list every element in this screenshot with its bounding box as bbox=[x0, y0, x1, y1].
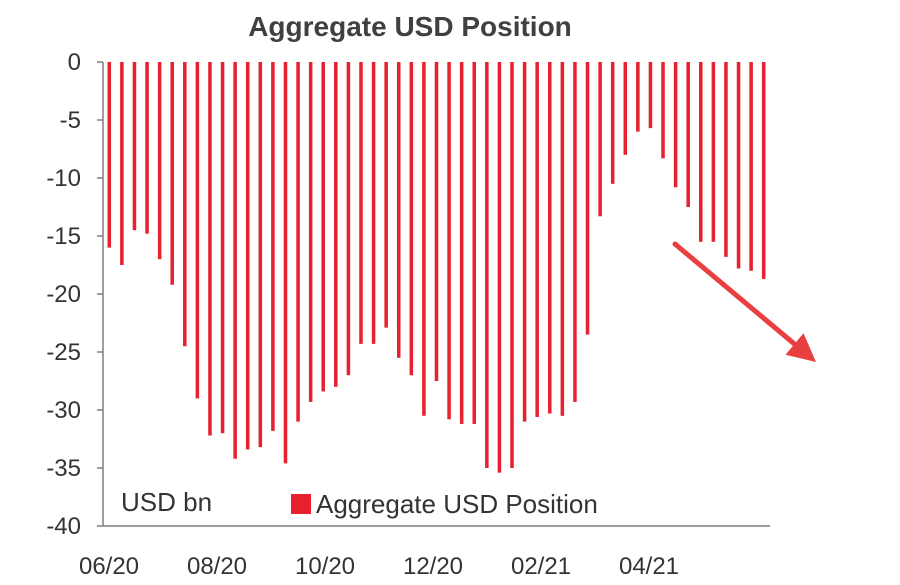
bar bbox=[459, 62, 464, 424]
bar bbox=[258, 62, 263, 448]
bar bbox=[396, 62, 401, 358]
bar bbox=[434, 62, 439, 381]
bar bbox=[296, 62, 300, 422]
x-tick-label: 10/20 bbox=[295, 553, 355, 580]
bar bbox=[195, 62, 200, 399]
bar bbox=[120, 62, 124, 265]
bar bbox=[623, 62, 628, 155]
bar bbox=[447, 62, 451, 420]
bar bbox=[522, 62, 527, 422]
x-tick-label: 04/21 bbox=[619, 553, 679, 580]
bar bbox=[132, 62, 137, 231]
bar bbox=[233, 62, 237, 459]
y-tick-label: -35 bbox=[46, 455, 81, 482]
axes-layer bbox=[97, 61, 770, 527]
bar bbox=[673, 62, 678, 188]
bar bbox=[472, 62, 477, 424]
x-tick-label: 06/20 bbox=[79, 553, 139, 580]
bar bbox=[585, 62, 590, 335]
bar bbox=[497, 62, 502, 473]
bar bbox=[157, 62, 162, 260]
bar bbox=[485, 62, 489, 468]
bar bbox=[409, 62, 414, 376]
bar bbox=[535, 62, 539, 417]
trend-arrow-head bbox=[785, 333, 816, 362]
bar bbox=[170, 62, 174, 285]
legend-swatch bbox=[291, 494, 311, 514]
bar bbox=[573, 62, 577, 402]
bar bbox=[283, 62, 288, 464]
bar bbox=[610, 62, 615, 184]
unit-label: USD bn bbox=[121, 487, 212, 517]
bar bbox=[371, 62, 376, 344]
bar bbox=[334, 62, 338, 387]
bar bbox=[699, 62, 703, 242]
bar bbox=[422, 62, 426, 416]
bar bbox=[560, 62, 565, 416]
bar bbox=[308, 62, 313, 402]
annotation-layer bbox=[672, 241, 816, 362]
legend-label: Aggregate USD Position bbox=[316, 489, 598, 519]
y-tick-label: -20 bbox=[46, 281, 81, 308]
y-tick-label: -40 bbox=[46, 513, 81, 540]
bar bbox=[271, 62, 275, 431]
bar bbox=[321, 62, 325, 392]
bar bbox=[145, 62, 149, 234]
x-tick-label: 12/20 bbox=[403, 553, 463, 580]
bars-layer bbox=[107, 62, 766, 473]
bar bbox=[220, 62, 225, 434]
y-tick-label: -30 bbox=[46, 397, 81, 424]
bar bbox=[510, 62, 514, 468]
bar bbox=[346, 62, 351, 376]
bar bbox=[107, 62, 112, 248]
bar bbox=[245, 62, 250, 450]
bar bbox=[359, 62, 363, 344]
chart-title: Aggregate USD Position bbox=[248, 11, 572, 42]
x-tick-label: 02/21 bbox=[511, 553, 571, 580]
bar bbox=[711, 62, 716, 242]
y-tick-label: -10 bbox=[46, 165, 81, 192]
bar bbox=[686, 62, 690, 207]
bar bbox=[183, 62, 187, 347]
bar bbox=[648, 62, 653, 129]
bar bbox=[724, 62, 728, 257]
labels-layer: 0 -5 -10 -15 -20 -25 -30 -35 -40 06/20 08/20 10/20 1… bbox=[46, 49, 679, 580]
bar bbox=[736, 62, 741, 269]
bar bbox=[749, 62, 753, 271]
trend-arrow-shaft bbox=[672, 241, 798, 347]
y-tick-label: -25 bbox=[46, 339, 81, 366]
bar bbox=[636, 62, 640, 132]
bar bbox=[384, 62, 388, 328]
y-tick-label: -15 bbox=[46, 223, 81, 250]
bar bbox=[548, 62, 552, 414]
y-tick-label: -5 bbox=[60, 107, 81, 134]
bar bbox=[661, 62, 665, 159]
bar bbox=[208, 62, 212, 436]
y-tick-label: 0 bbox=[68, 49, 81, 76]
bar bbox=[598, 62, 602, 217]
x-tick-label: 08/20 bbox=[187, 553, 247, 580]
bar bbox=[761, 62, 766, 279]
